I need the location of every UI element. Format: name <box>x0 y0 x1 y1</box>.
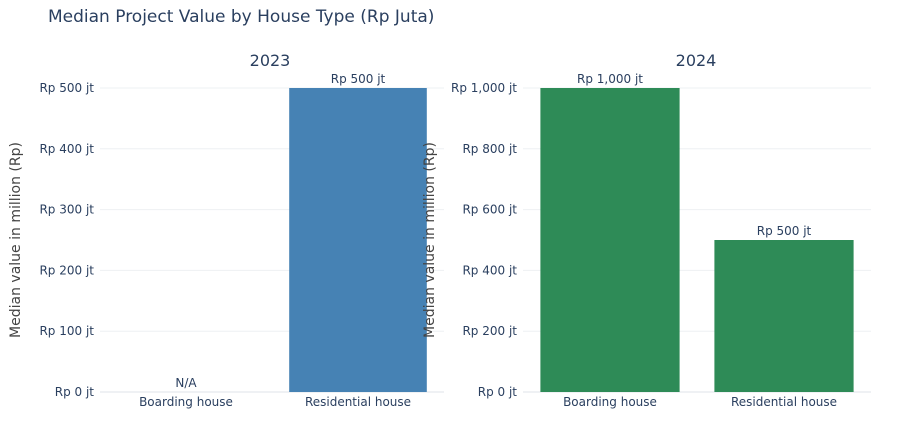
data-label: Rp 500 jt <box>757 224 812 238</box>
y-axis-label: Median value in million (Rp) <box>422 142 438 338</box>
y-tick-label: Rp 0 jt <box>55 385 95 399</box>
chart-title: Median Project Value by House Type (Rp J… <box>48 7 434 27</box>
bar[interactable] <box>714 240 854 392</box>
y-tick-label: Rp 300 jt <box>39 203 94 217</box>
y-tick-label: Rp 800 jt <box>462 142 517 156</box>
x-tick-label: Boarding house <box>563 395 657 409</box>
x-tick-label: Residential house <box>731 395 837 409</box>
y-tick-label: Rp 100 jt <box>39 324 94 338</box>
bar[interactable] <box>540 88 680 392</box>
y-axis-label: Median value in million (Rp) <box>8 142 24 338</box>
chart-panel-2023: 2023 Rp 0 jt Rp 100 jt Rp 200 jt Rp 300 jt Rp… <box>8 51 444 409</box>
y-tick-label: Rp 200 jt <box>39 263 94 277</box>
data-label: Rp 500 jt <box>331 72 386 86</box>
data-label: Rp 1,000 jt <box>577 72 643 86</box>
y-tick-label: Rp 500 jt <box>39 81 94 95</box>
x-tick-label: Boarding house <box>139 395 233 409</box>
bar[interactable] <box>289 88 427 392</box>
y-tick-label: Rp 400 jt <box>39 142 94 156</box>
subplot-title: 2023 <box>250 51 291 70</box>
y-tick-label: Rp 600 jt <box>462 203 517 217</box>
y-tick-label: Rp 200 jt <box>462 324 517 338</box>
x-tick-label: Residential house <box>305 395 411 409</box>
subplot-title: 2024 <box>676 51 717 70</box>
y-tick-label: Rp 0 jt <box>478 385 518 399</box>
y-tick-label: Rp 400 jt <box>462 263 517 277</box>
data-label: N/A <box>175 376 197 390</box>
y-tick-label: Rp 1,000 jt <box>451 81 517 95</box>
chart-panel-2024: 2024 Rp 0 jt Rp 200 jt Rp 400 jt Rp 600 jt Rp… <box>422 51 871 409</box>
